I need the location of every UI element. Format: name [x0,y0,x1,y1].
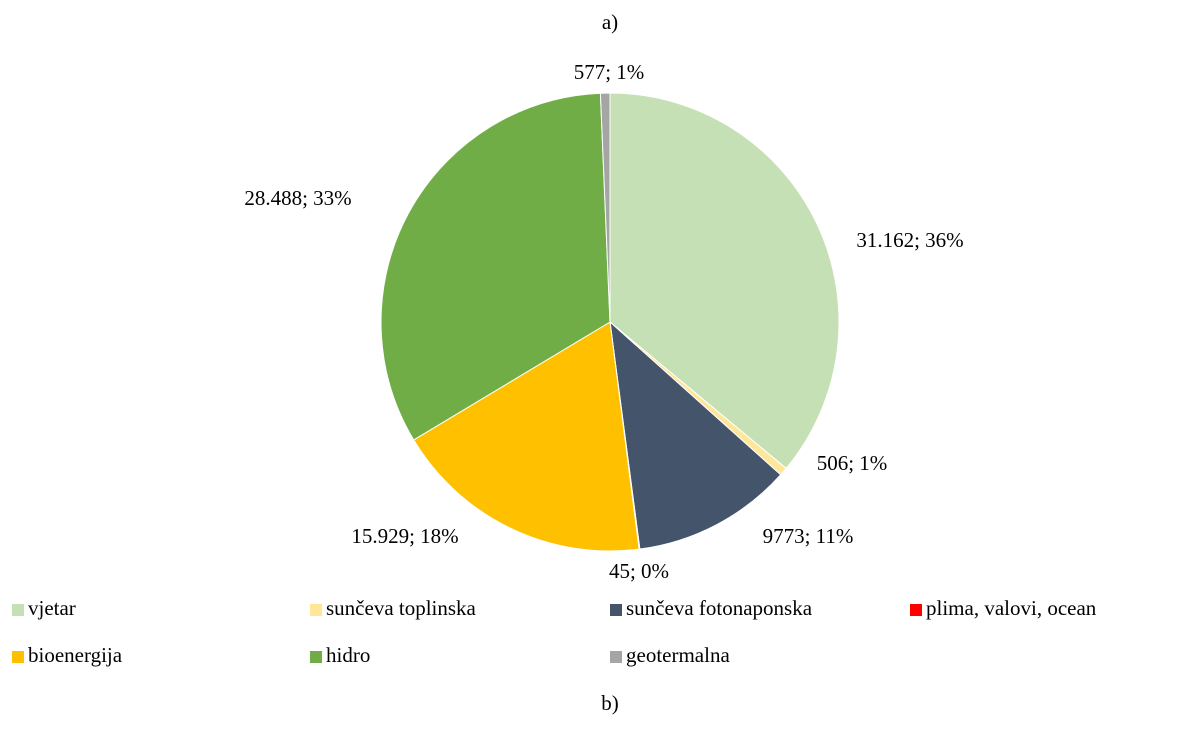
legend-label: vjetar [28,596,76,620]
legend-label: sunčeva toplinska [326,596,477,620]
data-label: 31.162; 36% [856,228,963,252]
data-label: 506; 1% [817,451,888,475]
legend-label: plima, valovi, ocean [926,596,1097,620]
data-label: 9773; 11% [763,524,854,548]
pie-slice [599,92,611,323]
data-label: 45; 0% [609,559,669,583]
chart-title: a) [602,10,618,34]
data-label: 15.929; 18% [351,524,458,548]
data-label: 577; 1% [574,60,645,84]
legend-label: bioenergija [28,643,123,667]
legend-label: hidro [326,643,370,667]
legend-swatch [12,651,24,663]
pie-slice [609,92,840,470]
pie-slice [609,320,782,550]
pie-slice [380,92,611,441]
legend-swatch [610,651,622,663]
legend-label: sunčeva fotonaponska [626,596,813,620]
legend-swatch [310,651,322,663]
legend-label: geotermalna [626,643,730,667]
legend-swatch [12,604,24,616]
legend-swatch [610,604,622,616]
pie-slice [413,321,640,552]
data-label: 28.488; 33% [244,186,351,210]
legend-swatch [310,604,322,616]
chart-caption: b) [601,691,619,715]
legend-swatch [910,604,922,616]
